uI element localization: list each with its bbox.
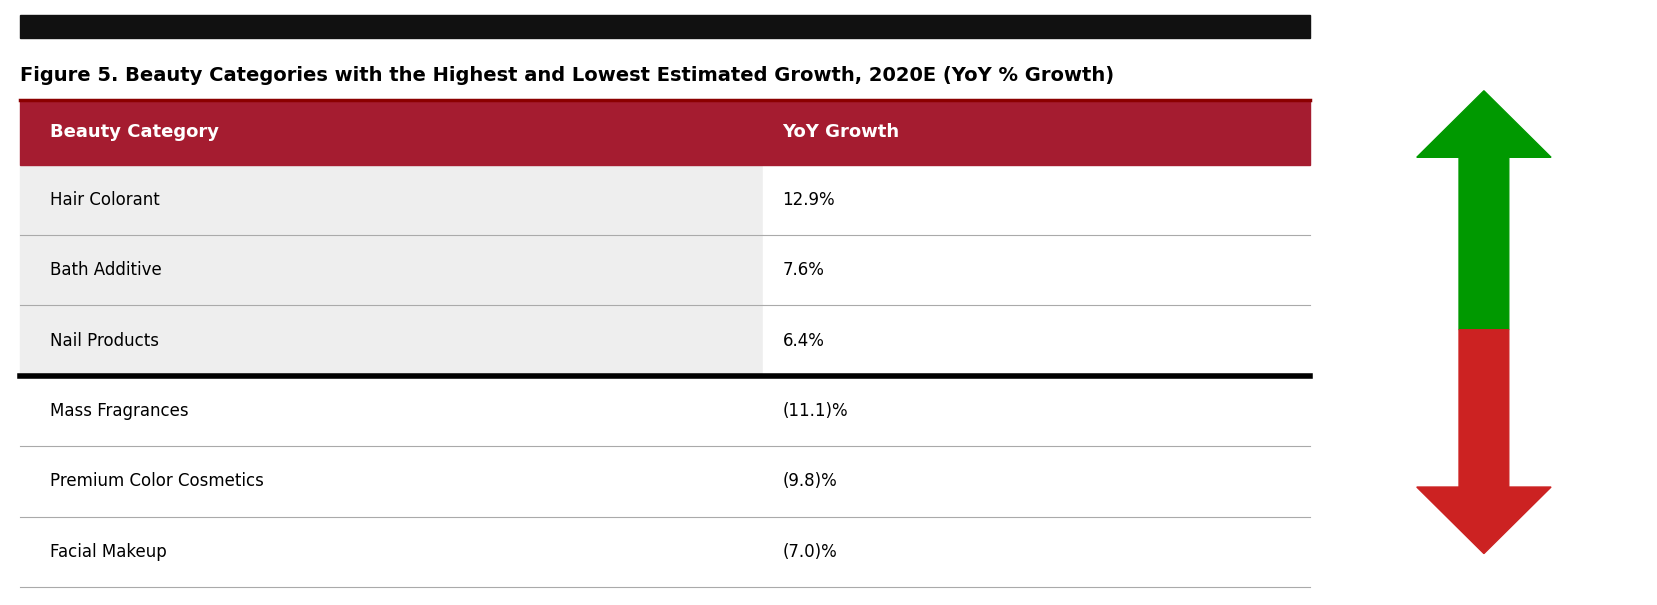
Bar [20,517,762,587]
Bar [20,235,762,306]
Text: Beauty Category: Beauty Category [50,123,219,142]
Text: 12.9%: 12.9% [782,191,835,209]
Text: Mass Fragrances: Mass Fragrances [50,402,189,420]
Text: Facial Makeup: Facial Makeup [50,543,166,561]
Bar [20,100,1309,165]
FancyArrow shape [1415,330,1551,554]
Bar [762,235,1309,306]
Text: 6.4%: 6.4% [782,332,824,350]
Bar [762,376,1309,446]
Bar [762,165,1309,235]
FancyArrow shape [1415,91,1551,330]
Text: Figure 5. Beauty Categories with the Highest and Lowest Estimated Growth, 2020E : Figure 5. Beauty Categories with the Hig… [20,66,1114,85]
Text: Nail Products: Nail Products [50,332,159,350]
Bar [20,306,762,376]
Text: 7.6%: 7.6% [782,261,824,280]
Text: (7.0)%: (7.0)% [782,543,837,561]
Bar [20,446,762,517]
Bar [20,165,762,235]
Text: (9.8)%: (9.8)% [782,473,837,490]
Bar [20,15,1309,38]
Bar [762,306,1309,376]
Bar [762,446,1309,517]
Bar [20,376,762,446]
Text: Premium Color Cosmetics: Premium Color Cosmetics [50,473,263,490]
Text: Hair Colorant: Hair Colorant [50,191,159,209]
Text: Bath Additive: Bath Additive [50,261,161,280]
Bar [762,517,1309,587]
Text: YoY Growth: YoY Growth [782,123,900,142]
Text: (11.1)%: (11.1)% [782,402,848,420]
